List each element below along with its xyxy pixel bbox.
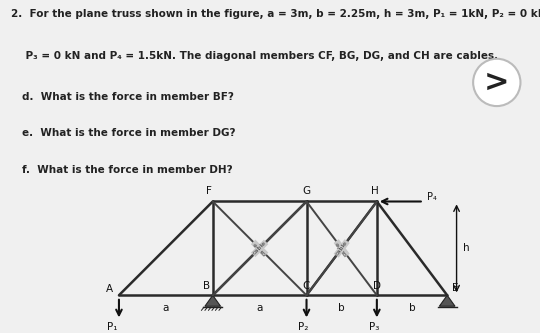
Text: H: H xyxy=(372,186,379,196)
Text: a: a xyxy=(256,303,263,313)
Text: F: F xyxy=(206,186,212,196)
Text: D: D xyxy=(373,281,381,291)
Polygon shape xyxy=(440,295,455,306)
Text: P₃: P₃ xyxy=(368,322,379,332)
Text: E: E xyxy=(452,283,458,293)
Text: f.  What is the force in member DH?: f. What is the force in member DH? xyxy=(22,165,232,175)
Text: B: B xyxy=(203,281,210,291)
Text: P₃ = 0 kN and P₄ = 1.5kN. The diagonal members CF, BG, DG, and CH are cables.: P₃ = 0 kN and P₄ = 1.5kN. The diagonal m… xyxy=(11,51,498,61)
Text: >: > xyxy=(484,68,510,97)
Text: b: b xyxy=(339,303,345,313)
Text: d.  What is the force in member BF?: d. What is the force in member BF? xyxy=(22,92,233,102)
Text: b: b xyxy=(409,303,415,313)
Text: G: G xyxy=(302,186,310,196)
Text: C: C xyxy=(303,281,310,291)
Text: cable: cable xyxy=(335,240,349,257)
Text: P₄: P₄ xyxy=(427,192,437,202)
Text: a: a xyxy=(163,303,169,313)
Text: cable: cable xyxy=(252,241,267,256)
Text: 2.  For the plane truss shown in the figure, a = 3m, b = 2.25m, h = 3m, P₁ = 1kN: 2. For the plane truss shown in the figu… xyxy=(11,9,540,19)
Text: cable: cable xyxy=(252,241,267,256)
Text: P₂: P₂ xyxy=(298,322,308,332)
Text: h: h xyxy=(463,243,469,253)
Text: A: A xyxy=(106,284,113,294)
Polygon shape xyxy=(205,295,220,306)
Text: cable: cable xyxy=(335,240,349,257)
Text: P₁: P₁ xyxy=(107,322,118,332)
Text: e.  What is the force in member DG?: e. What is the force in member DG? xyxy=(22,128,235,138)
